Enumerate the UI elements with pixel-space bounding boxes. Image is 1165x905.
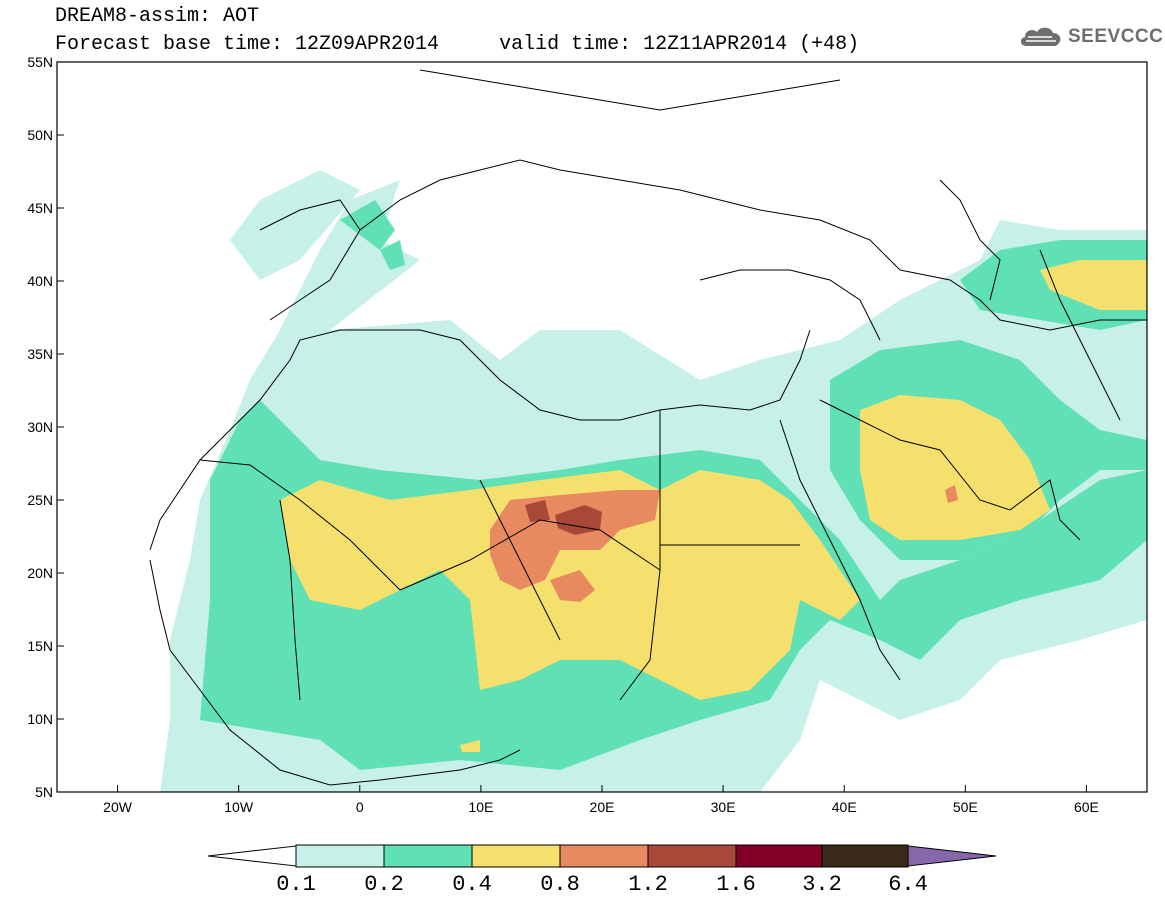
lon-tick-label: 20W xyxy=(103,799,133,815)
lon-tick-label: 20E xyxy=(590,799,615,815)
lat-tick-label: 5N xyxy=(35,784,53,800)
lat-tick-label: 45N xyxy=(27,200,53,216)
lon-tick-label: 10W xyxy=(224,799,254,815)
colorbar-bin-3 xyxy=(471,844,561,868)
colorbar-bin-5 xyxy=(647,844,737,868)
map-title: DREAM8-assim: AOT xyxy=(55,5,260,28)
lon-tick-label: 10E xyxy=(468,799,493,815)
lon-tick-label: 40E xyxy=(832,799,857,815)
lon-tick-label: 0 xyxy=(356,799,364,815)
colorbar-label: 1.2 xyxy=(628,872,668,897)
lat-tick-label: 15N xyxy=(27,638,53,654)
lat-tick-label: 10N xyxy=(27,711,53,727)
colorbar-label: 0.8 xyxy=(540,872,580,897)
colorbar-bin-1 xyxy=(295,844,385,868)
aot-field xyxy=(57,62,1147,792)
longitude-axis: 20W 10W 0 10E 20E 30E 40E 50E 60E xyxy=(103,785,1099,815)
colorbar-bin-2 xyxy=(383,844,473,868)
forecast-times: Forecast base time: 12Z09APR2014 valid t… xyxy=(55,33,860,56)
colorbar-label: 0.1 xyxy=(276,872,316,897)
lat-tick-label: 30N xyxy=(27,419,53,435)
colorbar-label: 0.2 xyxy=(364,872,404,897)
colorbar-low-arrow xyxy=(207,845,297,867)
lon-tick-label: 60E xyxy=(1074,799,1099,815)
latitude-axis: 55N 50N 45N 40N 35N 30N 25N 20N 15N 10N 5N xyxy=(27,54,64,800)
colorbar-bin-7 xyxy=(821,844,909,868)
lat-tick-label: 25N xyxy=(27,492,53,508)
lat-tick-label: 40N xyxy=(27,273,53,289)
lat-tick-label: 20N xyxy=(27,565,53,581)
colorbar-bin-6 xyxy=(735,844,823,868)
lon-tick-label: 30E xyxy=(711,799,736,815)
colorbar-bin-4 xyxy=(559,844,649,868)
lat-tick-label: 50N xyxy=(27,127,53,143)
lat-tick-label: 55N xyxy=(27,54,53,70)
seevccc-logo: SEEVCCC xyxy=(1018,24,1163,50)
lat-tick-label: 35N xyxy=(27,346,53,362)
cloud-icon xyxy=(1020,27,1061,46)
colorbar-label: 1.6 xyxy=(716,872,756,897)
colorbar xyxy=(207,844,997,868)
colorbar-label: 3.2 xyxy=(802,872,842,897)
lon-tick-label: 50E xyxy=(953,799,978,815)
colorbar-label: 6.4 xyxy=(888,872,928,897)
colorbar-high-arrow xyxy=(907,845,997,867)
colorbar-label: 0.4 xyxy=(452,872,492,897)
logo-text: SEEVCCC xyxy=(1068,26,1164,47)
